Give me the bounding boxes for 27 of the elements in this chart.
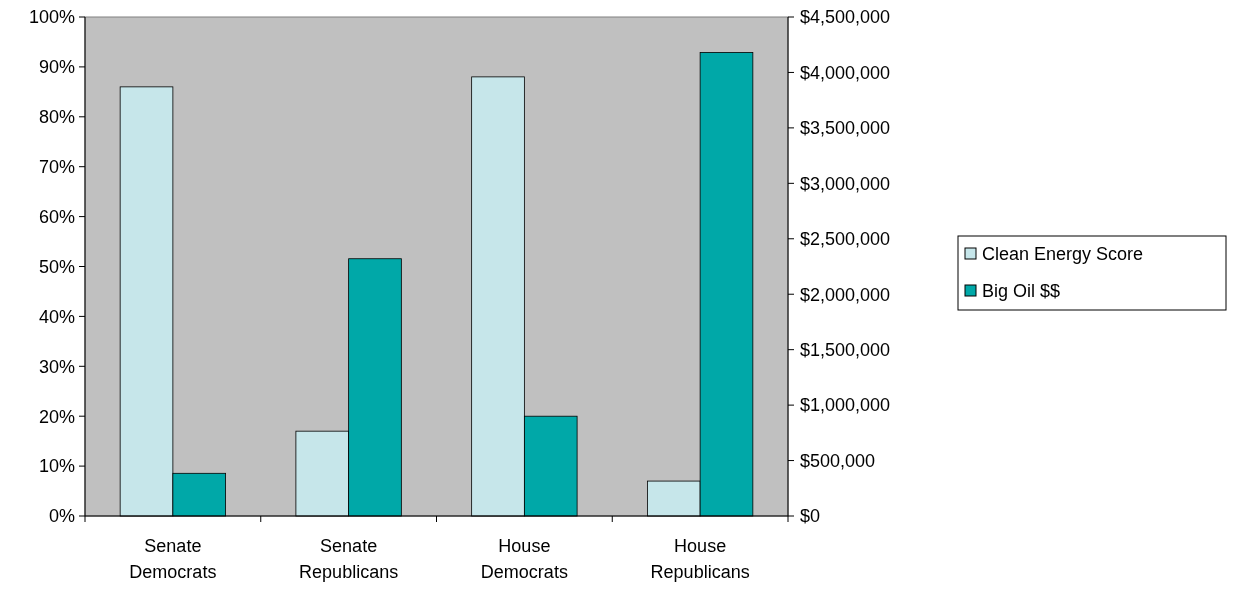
x-tick-label: House Republicans [650, 536, 750, 582]
y-tick-label: 20% [38, 406, 75, 427]
y-tick-label: 100% [28, 7, 75, 28]
y2-tick-label: $4,000,000 [800, 62, 891, 83]
y2-tick-label: $1,500,000 [800, 339, 891, 360]
legend-label: Clean Energy Score [982, 244, 1144, 265]
x-tick-label: Senate Democrats [129, 536, 217, 582]
y-tick-label: 80% [38, 107, 75, 128]
y2-tick-label: $500,000 [800, 450, 876, 471]
y2-tick-label: $3,000,000 [800, 173, 891, 194]
y-tick-label: 70% [38, 157, 75, 177]
x-tick-label: Senate Republicans [299, 536, 399, 582]
legend-label: Big Oil $$ [982, 281, 1061, 302]
y-tick-label: 50% [38, 256, 75, 277]
y2-tick-label: $2,000,000 [800, 284, 891, 305]
y-tick-label: 30% [38, 356, 75, 377]
y2-tick-label: $1,000,000 [800, 395, 891, 416]
y-tick-label: 40% [38, 306, 75, 327]
x-tick-label: House Democrats [480, 536, 568, 582]
y-tick-label: 10% [38, 456, 75, 477]
y2-tick-label: $3,500,000 [800, 118, 891, 139]
y-tick-label: 60% [38, 206, 75, 227]
y2-tick-label: $4,500,000 [800, 7, 891, 28]
y-tick-label: 90% [38, 57, 75, 78]
y2-tick-label: $0 [800, 506, 821, 527]
y-tick-label: 0% [48, 506, 75, 527]
y2-tick-label: $2,500,000 [800, 229, 891, 250]
